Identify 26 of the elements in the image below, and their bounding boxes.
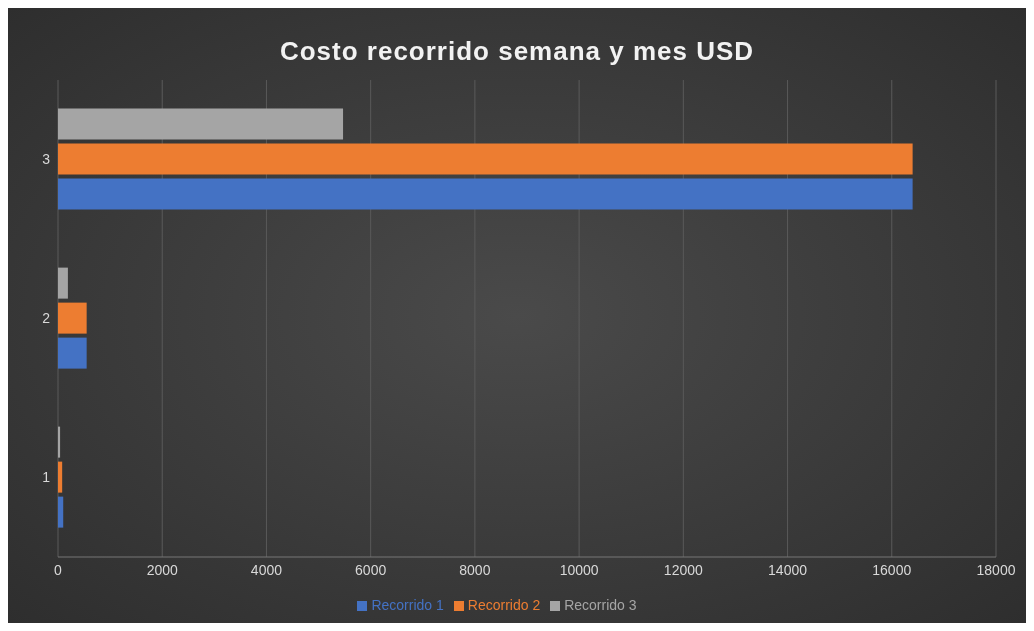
bar: [58, 461, 63, 493]
y-tick-label: 3: [42, 151, 51, 168]
bar: [58, 178, 913, 210]
x-tick-label: 4000: [250, 561, 283, 578]
x-tick-label: 14000: [768, 561, 808, 578]
bar: [58, 426, 61, 458]
bar: [58, 143, 913, 175]
legend-label: Recorrido 3: [564, 597, 637, 613]
y-tick-label: 2: [42, 310, 51, 327]
x-tick-label: 12000: [663, 561, 704, 578]
chart-title: Costo recorrido semana y mes USD: [278, 35, 756, 66]
bar: [58, 302, 87, 334]
x-tick-label: 8000: [459, 561, 491, 578]
x-tick-label: 0: [54, 561, 63, 578]
bar: [58, 496, 64, 528]
y-tick-label: 1: [42, 469, 51, 486]
bar: [58, 337, 87, 369]
legend-label: Recorrido 2: [467, 597, 541, 613]
x-tick-label: 16000: [872, 561, 912, 578]
bar: [58, 267, 68, 299]
legend-label: Recorrido 1: [371, 597, 444, 613]
x-tick-label: 2000: [146, 561, 178, 578]
x-tick-label: 6000: [355, 561, 387, 578]
x-tick-label: 10000: [559, 561, 599, 578]
bar: [58, 108, 344, 140]
x-tick-label: 18000: [976, 561, 1016, 578]
